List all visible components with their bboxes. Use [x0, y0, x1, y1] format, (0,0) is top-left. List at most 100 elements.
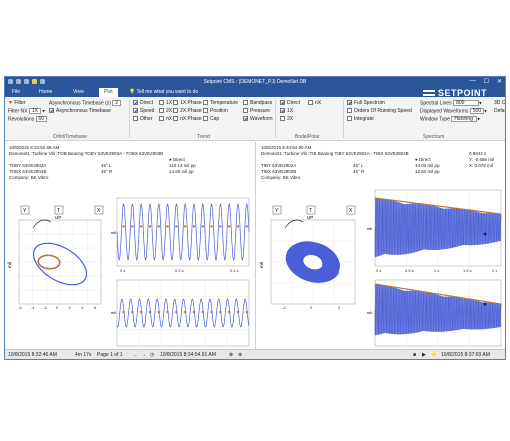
left-ch2-name: TOBX 63VE2903B	[9, 169, 47, 174]
trend-speed[interactable]: Speed	[133, 108, 154, 114]
spectral-lines-select[interactable]: 800	[453, 100, 480, 106]
checkbox[interactable]	[159, 100, 164, 106]
close-button[interactable]: ✕	[496, 79, 502, 85]
checkbox[interactable]	[203, 116, 208, 122]
maximize-button[interactable]: ☐	[483, 79, 489, 85]
orders-running-speed[interactable]: Orders Of Running Speed	[347, 108, 412, 114]
waveform-top-trace	[374, 198, 502, 258]
trend-2x[interactable]: 2X	[159, 108, 172, 114]
checkbox[interactable]	[133, 108, 138, 114]
checkbox[interactable]	[173, 100, 178, 106]
left-orbit-plot[interactable]: Y T UP X mil -6 -4 -2 0 2 4 6	[7, 205, 104, 310]
keyphasor-markers	[122, 225, 248, 228]
tab-home[interactable]: Home	[39, 89, 53, 95]
trend-temperature[interactable]: Temperature	[203, 100, 238, 106]
trend-bandpass[interactable]: Bandpass	[243, 100, 272, 106]
checkbox[interactable]	[243, 116, 248, 122]
checkbox[interactable]	[347, 116, 352, 122]
checkbox[interactable]	[347, 108, 352, 114]
title-bar: Setpoint CMS : (DEMONET_PJ) DemoNet DB —…	[5, 77, 505, 87]
bode-direct[interactable]: Direct	[280, 100, 300, 106]
tab-plot[interactable]: Plot	[99, 88, 118, 97]
checkbox[interactable]	[173, 108, 178, 114]
trend-1x-phase-label: 1X Phase	[180, 100, 202, 106]
folder-icon[interactable]	[32, 79, 37, 84]
trend-direct[interactable]: Direct	[133, 100, 153, 106]
filter-nx-select[interactable]: 1X	[28, 108, 41, 114]
tab-view[interactable]: View	[73, 89, 84, 95]
history-icon[interactable]: ◷	[150, 352, 155, 358]
stop-icon[interactable]: ■	[413, 352, 417, 358]
trend-position[interactable]: Position	[203, 108, 228, 114]
save-icon[interactable]	[8, 79, 13, 84]
close-circle-icon[interactable]: ⊗	[229, 352, 234, 358]
spinner-icon[interactable]: ▾	[484, 108, 487, 115]
trend-1x-phase[interactable]: 1X Phase	[173, 100, 202, 106]
right-waveform-bottom[interactable]: mil	[367, 279, 502, 347]
cursor-marker[interactable]	[483, 232, 487, 236]
integrate[interactable]: Integrate	[347, 116, 374, 122]
full-spectrum[interactable]: Full Spectrum	[347, 100, 385, 106]
checkbox[interactable]	[308, 100, 313, 106]
trend-1x[interactable]: 1X	[159, 100, 172, 106]
chevron-down-icon[interactable]: ▾	[477, 116, 480, 123]
left-waveform-bottom[interactable]: mil	[111, 279, 250, 347]
checkbox[interactable]	[159, 116, 164, 122]
add-circle-icon[interactable]: ⊕	[238, 352, 243, 358]
cursor-marker[interactable]	[483, 302, 487, 306]
checkbox[interactable]	[159, 108, 164, 114]
bode-nx[interactable]: nX	[308, 100, 321, 106]
keyphasor-dot	[201, 310, 204, 314]
filter-button[interactable]: ▼ Filter	[8, 100, 25, 106]
trend-pressure[interactable]: Pressure	[243, 108, 270, 114]
left-waveform-top[interactable]: mil 0 s 0.2 s 0.4 s	[111, 197, 250, 273]
nav-forward-icon[interactable]: →	[141, 352, 146, 358]
play-icon[interactable]: ▶	[422, 352, 426, 358]
trend-cap[interactable]: Cap	[203, 116, 219, 122]
checkbox[interactable]	[133, 116, 138, 122]
nav-back-icon[interactable]: ←	[133, 352, 138, 358]
open-icon[interactable]	[24, 79, 29, 84]
checkbox[interactable]	[280, 116, 285, 122]
checkbox[interactable]	[173, 116, 178, 122]
default-option[interactable]: Defa	[494, 108, 505, 114]
orbit-y-axis-label: mil	[259, 262, 264, 268]
bode-2x[interactable]: 2X	[280, 116, 293, 122]
checkbox[interactable]	[203, 100, 208, 106]
undo-icon[interactable]	[16, 79, 21, 84]
checkbox[interactable]	[280, 108, 285, 114]
async-timebase-input[interactable]: 2	[112, 100, 122, 106]
chevron-down-icon[interactable]: ▾	[479, 100, 482, 107]
customize-icon[interactable]	[40, 79, 45, 84]
right-orbit-plot[interactable]: Y T UP X mil -2 0 2	[259, 205, 356, 310]
trend-2x-phase[interactable]: 2X Phase	[173, 108, 202, 114]
checkbox[interactable]	[280, 100, 285, 106]
live-icon[interactable]: ⚡	[431, 352, 438, 358]
trend-waveform[interactable]: Waveform	[243, 116, 273, 122]
pane-divider[interactable]	[255, 142, 256, 352]
chevron-down-icon[interactable]: ▾	[42, 108, 45, 115]
trend-nx-phase[interactable]: nX Phase	[173, 116, 202, 122]
checkbox[interactable]	[49, 108, 54, 114]
3d-option[interactable]: 3D C	[494, 100, 506, 106]
left-ch2-value: 14.60 mil pp	[169, 169, 194, 174]
minimize-button[interactable]: —	[469, 78, 476, 84]
tell-me-search[interactable]: 💡 Tell me what you want to do	[129, 89, 199, 95]
checkbox[interactable]	[243, 108, 248, 114]
checkbox[interactable]	[133, 100, 138, 106]
checkbox[interactable]	[347, 100, 352, 106]
revolutions-input[interactable]: 60	[35, 116, 48, 122]
checkbox[interactable]	[203, 108, 208, 114]
trend-speed-label: Speed	[140, 108, 155, 114]
trend-other[interactable]: Other	[133, 116, 153, 122]
tab-file[interactable]: File	[12, 89, 21, 95]
trend-nx[interactable]: nX	[159, 116, 172, 122]
tick-label: 0.5 s	[405, 268, 414, 273]
window-type-select[interactable]: Hanning	[451, 116, 478, 122]
displayed-waveforms-input[interactable]: 500	[469, 108, 485, 114]
right-waveform-top[interactable]: mil 0 s 0.5 s 1 s 1.5 s 2 s	[367, 189, 502, 273]
checkbox[interactable]	[243, 100, 248, 106]
bode-1x[interactable]: 1X	[280, 108, 293, 114]
async-timebase-checkbox[interactable]: Asynchronous Timebase	[49, 108, 111, 114]
keyphasor-dot	[236, 310, 240, 314]
